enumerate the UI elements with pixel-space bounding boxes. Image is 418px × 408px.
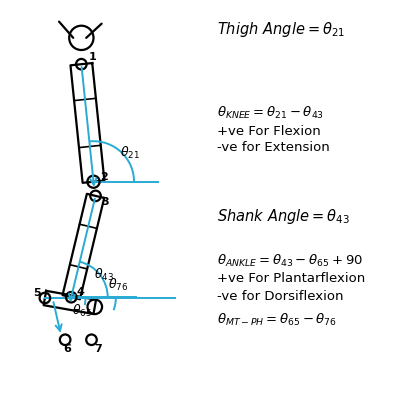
Text: -ve for Dorsiflexion: -ve for Dorsiflexion bbox=[217, 290, 344, 303]
Text: 5: 5 bbox=[33, 288, 41, 298]
Text: 6: 6 bbox=[63, 344, 71, 354]
Text: $\theta_{76}$: $\theta_{76}$ bbox=[108, 277, 128, 293]
Text: 4: 4 bbox=[76, 287, 84, 297]
Text: $\theta_{MT-PH} = \theta_{65} - \theta_{76}$: $\theta_{MT-PH} = \theta_{65} - \theta_{… bbox=[217, 311, 337, 328]
Text: $\theta_{65}$: $\theta_{65}$ bbox=[72, 303, 92, 319]
Text: $\theta_{43}$: $\theta_{43}$ bbox=[94, 267, 114, 283]
Text: 3: 3 bbox=[102, 197, 109, 207]
Text: +ve For Flexion: +ve For Flexion bbox=[217, 124, 321, 137]
Text: -ve for Extension: -ve for Extension bbox=[217, 141, 330, 154]
Text: $\mathit{Thigh\ Angle} = \theta_{21}$: $\mathit{Thigh\ Angle} = \theta_{21}$ bbox=[217, 20, 345, 39]
Text: $\theta_{ANKLE} = \theta_{43} - \theta_{65} + 90$: $\theta_{ANKLE} = \theta_{43} - \theta_{… bbox=[217, 253, 363, 269]
Text: $\theta_{KNEE} = \theta_{21} - \theta_{43}$: $\theta_{KNEE} = \theta_{21} - \theta_{4… bbox=[217, 105, 324, 121]
Text: 1: 1 bbox=[88, 52, 96, 62]
Text: $\mathit{Shank\ Angle} = \theta_{43}$: $\mathit{Shank\ Angle} = \theta_{43}$ bbox=[217, 207, 350, 226]
Text: 7: 7 bbox=[95, 344, 102, 354]
Text: +ve For Plantarflexion: +ve For Plantarflexion bbox=[217, 273, 365, 286]
Text: $\theta_{21}$: $\theta_{21}$ bbox=[120, 145, 140, 162]
Text: 2: 2 bbox=[100, 172, 108, 182]
